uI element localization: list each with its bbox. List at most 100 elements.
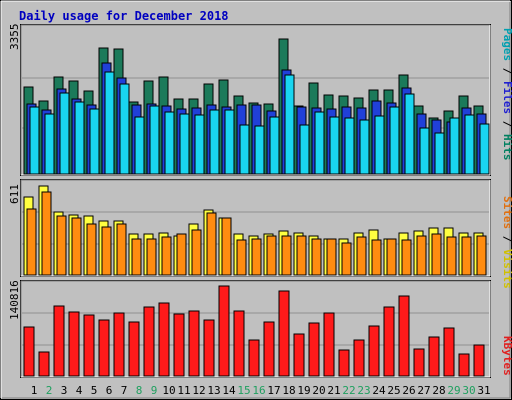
bar-kbytes-day-13 (203, 319, 215, 377)
bar-kbytes-day-8 (128, 321, 140, 377)
bar-kbytes-day-30 (458, 353, 470, 377)
x-tick-label-day-16: 16 (252, 384, 265, 397)
legend-text: / (501, 229, 512, 249)
x-tick-label-day-13: 13 (207, 384, 220, 397)
bar-sites-day-22 (341, 242, 352, 276)
bar-pages-day-4 (74, 101, 85, 175)
legend-text: Pages (501, 28, 512, 61)
bar-sites-day-24 (371, 239, 382, 276)
legend-text: / (501, 114, 512, 134)
x-tick-label-day-10: 10 (162, 384, 175, 397)
bar-sites-day-19 (296, 235, 307, 276)
bar-kbytes-day-24 (368, 325, 380, 377)
bar-pages-day-11 (179, 113, 190, 175)
x-tick-label-day-31: 31 (477, 384, 490, 397)
x-axis-day-labels: 1 2 3 4 5 6 7 8 9 10 11 12 13 14 15 16 17 18 19 20 21 22 23 24 2… (31, 384, 491, 397)
bar-pages-day-20 (314, 111, 325, 175)
bar-sites-day-30 (461, 236, 472, 276)
x-tick-label-day-2: 2 (46, 384, 53, 397)
bar-kbytes-day-16 (248, 339, 260, 377)
bar-sites-day-31 (476, 235, 487, 276)
bar-sites-day-21 (326, 238, 337, 276)
bar-kbytes-day-6 (98, 319, 110, 377)
bar-kbytes-day-9 (143, 306, 155, 377)
x-tick-label-day-25: 25 (387, 384, 400, 397)
bar-pages-day-26 (404, 93, 415, 175)
bar-pages-day-3 (59, 92, 70, 175)
bar-pages-day-7 (119, 83, 130, 175)
x-tick-label-day-29: 29 (447, 384, 460, 397)
x-tick-label-day-17: 17 (267, 384, 280, 397)
y-max-label-panel-1: 3355 (8, 24, 21, 51)
bar-sites-day-4 (71, 217, 82, 276)
bar-kbytes-day-20 (308, 322, 320, 377)
x-tick-label-day-18: 18 (282, 384, 295, 397)
bar-sites-day-18 (281, 235, 292, 276)
bar-sites-day-9 (146, 238, 157, 276)
bar-kbytes-day-27 (413, 348, 425, 377)
bar-pages-day-29 (449, 117, 460, 175)
panel-pages-files-hits: 3355 Pages / Files / Hits (8, 24, 512, 176)
bar-kbytes-day-29 (443, 327, 455, 377)
x-tick-label-day-4: 4 (76, 384, 83, 397)
x-tick-label-day-24: 24 (372, 384, 386, 397)
bar-sites-day-15 (236, 239, 247, 276)
x-tick-label-day-26: 26 (402, 384, 415, 397)
bar-kbytes-day-11 (173, 313, 185, 377)
bar-kbytes-day-1 (23, 326, 35, 377)
x-tick-label-day-6: 6 (106, 384, 113, 397)
bar-pages-day-1 (29, 106, 40, 175)
bar-kbytes-day-31 (473, 344, 485, 377)
legend-panel-3: KBytes (501, 336, 512, 376)
bar-sites-day-1 (26, 208, 37, 276)
bar-pages-day-24 (374, 115, 385, 175)
bar-kbytes-day-10 (158, 302, 170, 377)
panel-sites-visits: 611 Sites / Visits (8, 179, 512, 289)
x-tick-label-day-5: 5 (91, 384, 98, 397)
bar-pages-day-12 (194, 114, 205, 175)
x-tick-label-day-8: 8 (136, 384, 143, 397)
y-max-label-panel-3: 140816 (8, 280, 21, 320)
x-tick-label-day-9: 9 (151, 384, 158, 397)
bar-sites-day-2 (41, 191, 52, 276)
bar-kbytes-day-23 (353, 339, 365, 377)
bar-sites-day-25 (386, 238, 397, 276)
x-tick-label-day-12: 12 (192, 384, 205, 397)
bar-kbytes-day-18 (278, 290, 290, 377)
bar-kbytes-day-28 (428, 336, 440, 377)
legend-text: / (501, 61, 512, 81)
bar-pages-day-16 (254, 125, 265, 175)
bar-pages-day-21 (329, 116, 340, 175)
bar-pages-day-28 (434, 132, 445, 175)
bars-panel-1 (23, 38, 490, 175)
bar-pages-day-2 (44, 113, 55, 175)
bar-kbytes-day-3 (53, 305, 65, 377)
bar-pages-day-15 (239, 124, 250, 175)
bar-kbytes-day-19 (293, 333, 305, 377)
x-tick-label-day-21: 21 (327, 384, 340, 397)
bar-kbytes-day-2 (38, 351, 50, 377)
bar-pages-day-31 (479, 123, 490, 175)
chart-title: Daily usage for December 2018 (19, 9, 229, 23)
legend-text: KBytes (501, 336, 512, 376)
x-tick-label-day-3: 3 (61, 384, 68, 397)
bar-sites-day-12 (191, 229, 202, 276)
bar-pages-day-10 (164, 111, 175, 175)
bar-sites-day-3 (56, 215, 67, 276)
bar-sites-day-6 (101, 226, 112, 276)
legend-text: Files (501, 81, 512, 114)
legend-text: Hits (501, 134, 512, 161)
bar-pages-day-30 (464, 114, 475, 175)
legend-panel-1: Pages / Files / Hits (501, 28, 512, 161)
bar-kbytes-day-21 (323, 312, 335, 377)
bar-kbytes-day-5 (83, 314, 95, 377)
x-tick-label-day-20: 20 (312, 384, 325, 397)
bar-sites-day-27 (416, 235, 427, 276)
bar-sites-day-7 (116, 223, 127, 276)
bar-pages-day-19 (299, 124, 310, 175)
panel-kbytes: 140816 KBytes (8, 280, 512, 378)
bar-sites-day-13 (206, 212, 217, 276)
bar-kbytes-day-25 (383, 306, 395, 377)
bar-kbytes-day-15 (233, 310, 245, 377)
